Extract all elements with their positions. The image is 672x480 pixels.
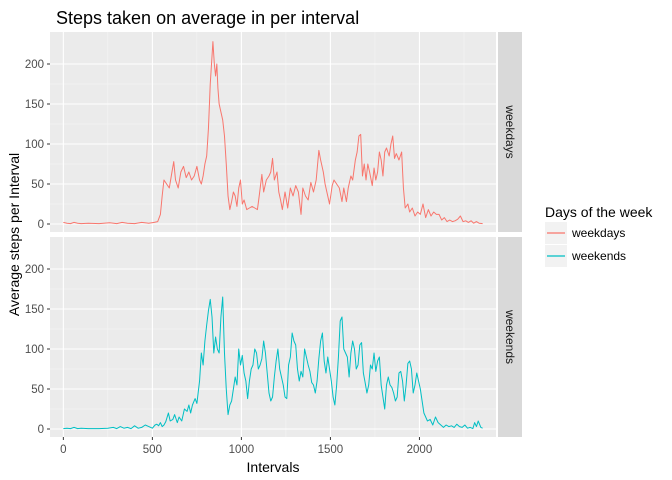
x-axis-title: Intervals xyxy=(247,459,300,475)
strip-label-weekdays: weekdays xyxy=(503,104,517,158)
y-tick-label: 0 xyxy=(38,219,44,231)
panel-background xyxy=(50,237,496,437)
panel-weekdays: weekdays xyxy=(50,32,522,232)
panel-weekends: weekends xyxy=(50,237,522,437)
y-tick-label: 200 xyxy=(25,59,44,71)
y-axis-title: Average steps per Interval xyxy=(6,153,22,316)
y-axis-ticks: 0 50 100 150 200 0 50 100 150 200 xyxy=(25,59,50,436)
chart-title: Steps taken on average in per interval xyxy=(56,8,359,28)
series-line-weekends xyxy=(63,296,483,430)
y-tick-label: 150 xyxy=(25,99,44,111)
panel-background xyxy=(50,32,496,232)
y-tick-label: 0 xyxy=(38,424,44,436)
legend-label-weekdays: weekdays xyxy=(571,226,625,240)
y-tick-label: 100 xyxy=(25,344,44,356)
legend-item-weekdays: weekdays xyxy=(545,222,625,244)
y-tick-label: 100 xyxy=(25,139,44,151)
legend-title: Days of the week xyxy=(545,204,653,220)
legend-item-weekends: weekends xyxy=(545,245,626,267)
gridlines xyxy=(50,32,496,232)
strip-background xyxy=(498,32,522,232)
legend-label-weekends: weekends xyxy=(571,249,626,263)
x-tick-label: 500 xyxy=(143,444,162,456)
strip-background xyxy=(498,237,522,437)
x-tick-label: 1000 xyxy=(229,444,255,456)
x-axis-ticks: 0 500 1000 1500 2000 xyxy=(60,437,432,456)
y-tick-label: 150 xyxy=(25,304,44,316)
x-tick-label: 0 xyxy=(60,444,66,456)
y-tick-label: 50 xyxy=(31,384,44,396)
x-tick-label: 1500 xyxy=(318,444,344,456)
y-tick-label: 50 xyxy=(31,179,44,191)
strip-label-weekends: weekends xyxy=(503,309,517,364)
legend: Days of the week weekdays weekends xyxy=(545,204,653,267)
series-line-weekdays xyxy=(63,41,483,225)
y-tick-label: 200 xyxy=(25,264,44,276)
x-tick-label: 2000 xyxy=(407,444,433,456)
